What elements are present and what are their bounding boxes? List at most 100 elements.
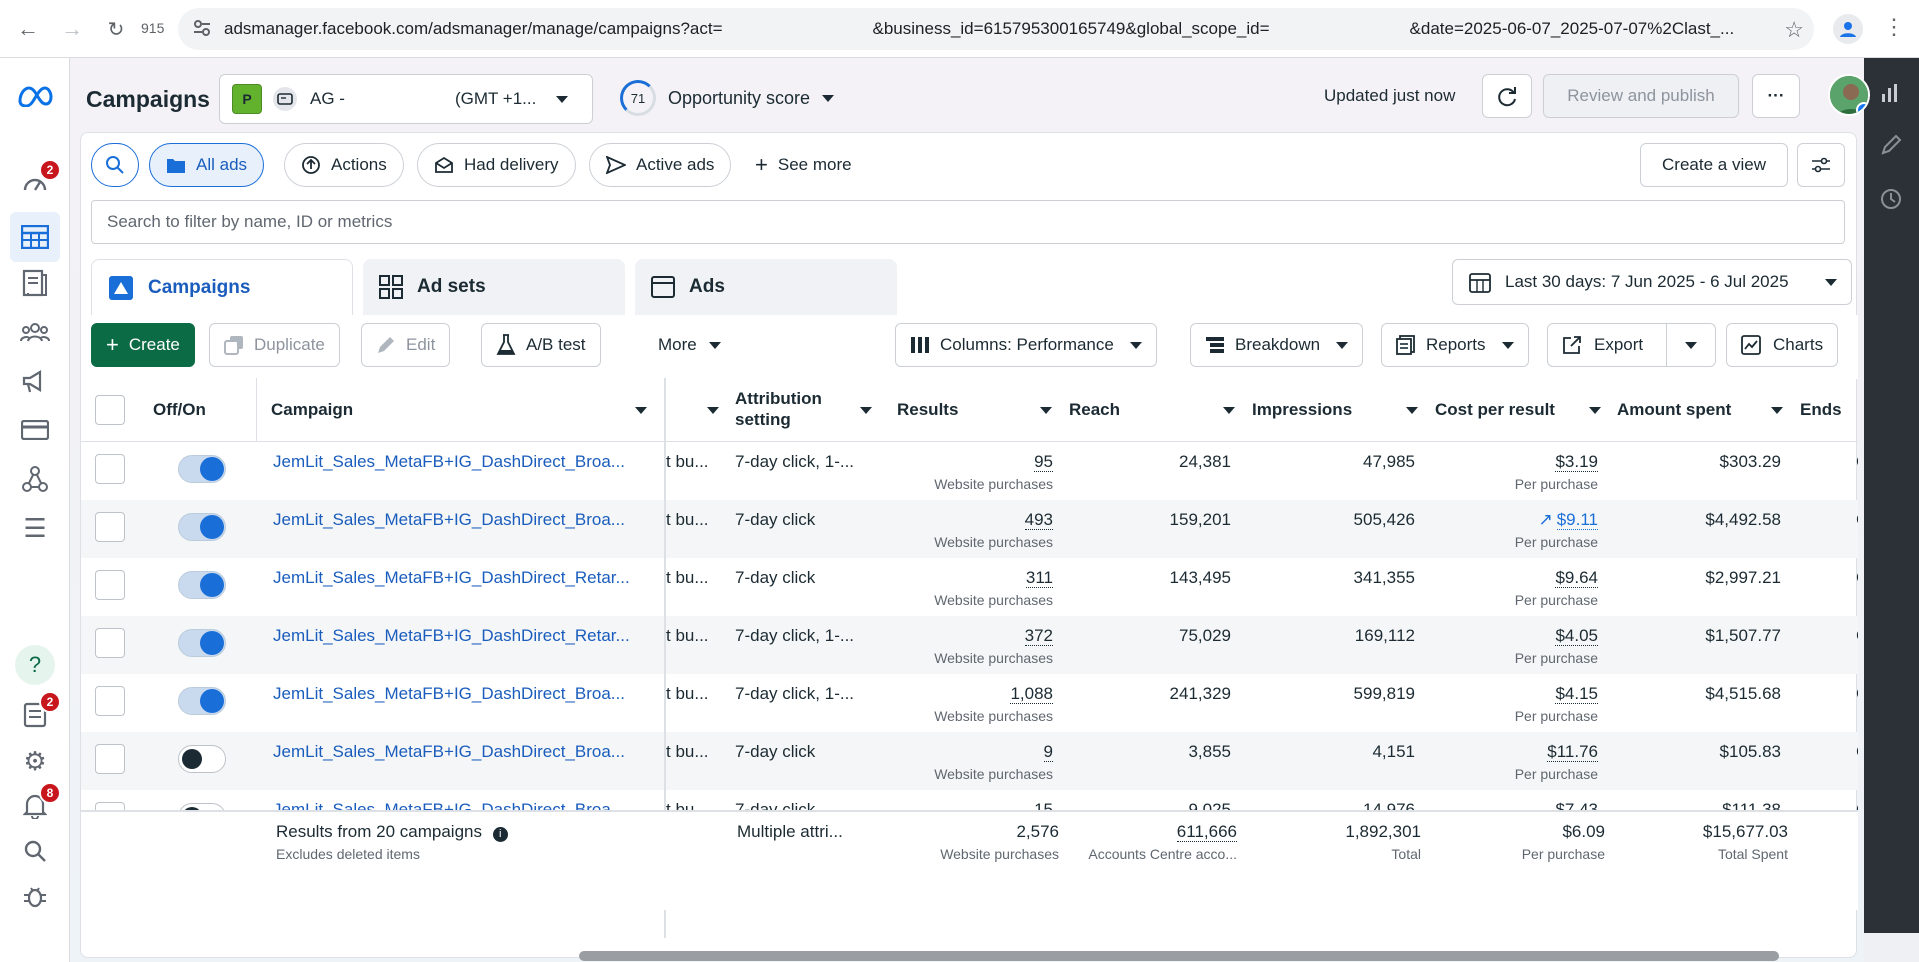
date-range-picker[interactable]: Last 30 days: 7 Jun 2025 - 6 Jul 2025 — [1452, 259, 1852, 305]
export-dropdown-button[interactable] — [1666, 323, 1716, 367]
campaign-toggle[interactable] — [178, 687, 226, 715]
campaign-name-link[interactable]: JemLit_Sales_MetaFB+IG_DashDirect_Retar.… — [273, 626, 630, 645]
notifications-list-icon[interactable]: 2 — [15, 691, 61, 735]
duplicate-button[interactable]: Duplicate — [209, 323, 340, 367]
bar-chart-icon[interactable] — [1880, 82, 1902, 110]
cpr-value[interactable]: $4.15 — [1555, 684, 1598, 704]
had-delivery-filter[interactable]: Had delivery — [417, 143, 576, 187]
row-checkbox[interactable] — [95, 744, 125, 774]
table-row[interactable]: JemLit_Sales_MetaFB+IG_DashDirect_Retar.… — [81, 616, 1858, 674]
help-icon[interactable]: ? — [15, 645, 55, 685]
cpr-value[interactable]: $9.11 — [1556, 510, 1598, 530]
actions-filter[interactable]: Actions — [284, 143, 404, 187]
table-row[interactable]: JemLit_Sales_MetaFB+IG_DashDirect_Broa..… — [81, 674, 1858, 732]
address-bar[interactable]: adsmanager.facebook.com/adsmanager/manag… — [178, 8, 1814, 50]
refresh-button[interactable] — [1482, 74, 1532, 118]
settings-icon[interactable]: ⚙ — [23, 745, 47, 776]
results-value[interactable]: 493 — [1024, 510, 1053, 530]
history-icon[interactable] — [1880, 188, 1902, 216]
header-results[interactable]: Results — [897, 378, 1052, 442]
results-value[interactable]: 9 — [1043, 742, 1053, 762]
see-more-filter[interactable]: + See more — [739, 143, 868, 187]
columns-button[interactable]: Columns: Performance — [895, 323, 1157, 367]
business-suite-icon[interactable] — [15, 459, 55, 499]
create-view-button[interactable]: Create a view — [1640, 143, 1788, 187]
info-icon[interactable]: i — [492, 827, 508, 842]
browser-profile-icon[interactable] — [1833, 14, 1863, 44]
more-options-button[interactable]: ··· — [1752, 74, 1800, 118]
header-attribution[interactable]: Attribution setting — [735, 378, 880, 442]
campaign-name-link[interactable]: JemLit_Sales_MetaFB+IG_DashDirect_Broa..… — [273, 742, 625, 761]
row-checkbox[interactable] — [95, 686, 125, 716]
opportunity-score[interactable]: 71 Opportunity score — [620, 80, 835, 116]
bell-icon[interactable]: 8 — [15, 782, 61, 826]
results-value[interactable]: 95 — [1034, 452, 1053, 472]
cpr-value[interactable]: $11.76 — [1547, 742, 1598, 762]
table-row[interactable]: JemLit_Sales_MetaFB+IG_DashDirect_Broa..… — [81, 500, 1858, 558]
campaign-name-link[interactable]: JemLit_Sales_MetaFB+IG_DashDirect_Broa..… — [273, 452, 625, 471]
campaigns-grid-icon[interactable] — [10, 212, 60, 262]
header-impressions[interactable]: Impressions — [1252, 378, 1418, 442]
all-ads-filter[interactable]: All ads — [149, 143, 265, 187]
bid-strategy-caret-icon[interactable] — [707, 407, 719, 414]
create-button[interactable]: + Create — [91, 323, 195, 367]
charts-button[interactable]: Charts — [1726, 323, 1839, 367]
header-amount-spent[interactable]: Amount spent — [1617, 378, 1783, 442]
active-ads-filter[interactable]: Active ads — [589, 143, 732, 187]
meta-logo-icon[interactable] — [15, 76, 55, 116]
row-checkbox[interactable] — [95, 454, 125, 484]
select-all-checkbox[interactable] — [95, 395, 125, 425]
header-off-on[interactable]: Off/On — [153, 378, 256, 442]
table-row[interactable]: JemLit_Sales_MetaFB+IG_DashDirect_Retar.… — [81, 558, 1858, 616]
results-value[interactable]: 311 — [1025, 568, 1053, 588]
campaign-toggle[interactable] — [178, 513, 226, 541]
advertise-icon[interactable] — [15, 361, 55, 401]
export-button[interactable]: Export — [1547, 323, 1667, 367]
pages-icon[interactable] — [15, 263, 55, 303]
bookmark-star-icon[interactable]: ☆ — [1784, 17, 1804, 42]
campaign-toggle[interactable] — [178, 571, 226, 599]
header-ends[interactable]: Ends — [1800, 378, 1858, 442]
account-selector[interactable]: P AG - (GMT +1... — [219, 74, 593, 124]
tab-count[interactable]: 915 — [141, 20, 165, 36]
row-checkbox[interactable] — [95, 570, 125, 600]
account-overview-icon[interactable]: 2 — [15, 159, 61, 203]
reload-icon[interactable]: ↻ — [107, 18, 125, 41]
menu-icon[interactable]: ☰ — [23, 512, 47, 543]
more-button[interactable]: More — [644, 323, 735, 367]
campaign-name-link[interactable]: JemLit_Sales_MetaFB+IG_DashDirect_Broa..… — [273, 510, 625, 529]
filter-settings-button[interactable] — [1797, 143, 1845, 187]
header-cost-per-result[interactable]: Cost per result — [1435, 378, 1601, 442]
campaign-name-link[interactable]: JemLit_Sales_MetaFB+IG_DashDirect_Broa..… — [273, 684, 625, 703]
campaign-toggle[interactable] — [178, 745, 226, 773]
forward-arrow-icon[interactable]: → — [61, 16, 83, 41]
table-row[interactable]: JemLit_Sales_MetaFB+IG_DashDirect_Broa..… — [81, 732, 1858, 790]
tab-ads[interactable]: Ads — [635, 259, 897, 315]
billing-icon[interactable] — [15, 410, 55, 450]
row-checkbox[interactable] — [95, 628, 125, 658]
header-campaign[interactable]: Campaign — [271, 378, 651, 442]
pencil-icon[interactable] — [1880, 134, 1902, 162]
bug-icon[interactable] — [15, 876, 55, 916]
avatar[interactable] — [1828, 74, 1870, 116]
tab-campaigns[interactable]: Campaigns — [91, 259, 353, 315]
reports-button[interactable]: Reports — [1381, 323, 1529, 367]
cpr-value[interactable]: $3.19 — [1555, 452, 1598, 472]
site-settings-icon[interactable] — [192, 18, 212, 38]
cpr-value[interactable]: $4.05 — [1555, 626, 1598, 646]
cpr-value[interactable]: $9.64 — [1555, 568, 1598, 588]
table-row[interactable]: JemLit_Sales_MetaFB+IG_DashDirect_Broa..… — [81, 442, 1858, 500]
trend-up-icon[interactable]: ↗ — [1538, 510, 1553, 529]
horizontal-scrollbar[interactable] — [579, 951, 1779, 961]
breakdown-button[interactable]: Breakdown — [1190, 323, 1364, 367]
row-checkbox[interactable] — [95, 512, 125, 542]
edit-button[interactable]: Edit — [361, 323, 451, 367]
review-publish-button[interactable]: Review and publish — [1543, 74, 1739, 118]
campaign-toggle[interactable] — [178, 629, 226, 657]
header-reach[interactable]: Reach — [1069, 378, 1235, 442]
ab-test-button[interactable]: A/B test — [481, 323, 601, 367]
campaign-name-link[interactable]: JemLit_Sales_MetaFB+IG_DashDirect_Retar.… — [273, 568, 630, 587]
browser-menu-icon[interactable]: ⋮ — [1883, 14, 1905, 39]
tab-ad-sets[interactable]: Ad sets — [363, 259, 625, 315]
search-icon[interactable] — [15, 831, 55, 871]
